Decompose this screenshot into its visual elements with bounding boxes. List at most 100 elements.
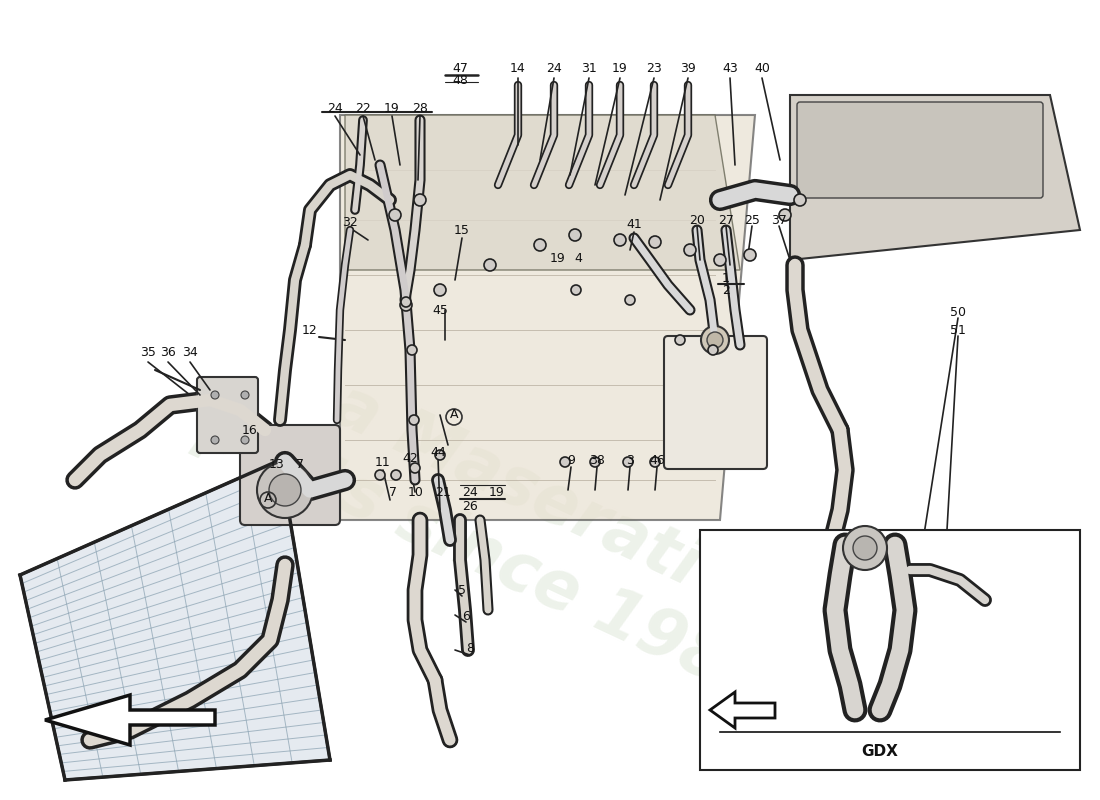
Polygon shape (345, 115, 740, 270)
Text: 26: 26 (462, 499, 477, 513)
Text: 32: 32 (342, 215, 358, 229)
Text: 25: 25 (744, 214, 760, 226)
Circle shape (675, 335, 685, 345)
Text: 37: 37 (771, 214, 786, 226)
Text: 10: 10 (408, 486, 424, 498)
Circle shape (650, 457, 660, 467)
Circle shape (852, 536, 877, 560)
Circle shape (843, 526, 887, 570)
Text: 16: 16 (242, 423, 257, 437)
Circle shape (701, 326, 729, 354)
Circle shape (779, 209, 791, 221)
Circle shape (241, 436, 249, 444)
Text: A: A (264, 491, 273, 505)
Polygon shape (340, 115, 755, 520)
Text: 34: 34 (183, 346, 198, 358)
Circle shape (389, 209, 402, 221)
Text: 22: 22 (355, 102, 371, 114)
Circle shape (434, 284, 446, 296)
FancyBboxPatch shape (664, 336, 767, 469)
Text: 13: 13 (270, 458, 285, 471)
Text: 8: 8 (466, 642, 474, 654)
Text: 9: 9 (568, 454, 575, 467)
Circle shape (402, 297, 411, 307)
Circle shape (707, 332, 723, 348)
Circle shape (484, 259, 496, 271)
Text: 51: 51 (950, 323, 966, 337)
Circle shape (569, 229, 581, 241)
Circle shape (211, 391, 219, 399)
Circle shape (434, 450, 446, 460)
Circle shape (409, 415, 419, 425)
Text: 20: 20 (689, 214, 705, 226)
Circle shape (257, 462, 314, 518)
Text: 24: 24 (327, 102, 343, 114)
Text: 44: 44 (430, 446, 446, 458)
Text: 15: 15 (454, 223, 470, 237)
Circle shape (625, 295, 635, 305)
Text: 19: 19 (612, 62, 628, 74)
Circle shape (684, 244, 696, 256)
Text: 48: 48 (452, 74, 468, 86)
Text: A: A (450, 409, 459, 422)
FancyBboxPatch shape (798, 102, 1043, 198)
Circle shape (744, 249, 756, 261)
Circle shape (414, 194, 426, 206)
Circle shape (534, 239, 546, 251)
Text: 12: 12 (302, 323, 318, 337)
Text: a Maserati
parts since 1985: a Maserati parts since 1985 (187, 324, 813, 716)
Circle shape (270, 474, 301, 506)
Text: 2: 2 (722, 285, 730, 298)
Text: 42: 42 (403, 451, 418, 465)
Text: 6: 6 (462, 610, 470, 622)
Circle shape (571, 285, 581, 295)
Text: 21: 21 (436, 486, 451, 498)
Polygon shape (790, 95, 1080, 260)
Circle shape (375, 470, 385, 480)
Text: 19: 19 (384, 102, 400, 114)
Text: 50: 50 (950, 306, 966, 318)
Text: 4: 4 (574, 251, 582, 265)
Circle shape (241, 391, 249, 399)
Circle shape (649, 236, 661, 248)
Text: 35: 35 (140, 346, 156, 358)
Text: 41: 41 (626, 218, 642, 231)
Text: 39: 39 (680, 62, 696, 74)
Polygon shape (45, 695, 214, 745)
FancyBboxPatch shape (240, 425, 340, 525)
Text: 27: 27 (718, 214, 734, 226)
Text: 19: 19 (550, 251, 565, 265)
Text: 46: 46 (649, 454, 664, 467)
Circle shape (400, 299, 412, 311)
Text: 47: 47 (452, 62, 468, 74)
Text: 28: 28 (412, 102, 428, 114)
Circle shape (623, 457, 632, 467)
Text: 7: 7 (296, 458, 304, 471)
Text: 23: 23 (646, 62, 662, 74)
Circle shape (560, 457, 570, 467)
Text: 31: 31 (581, 62, 597, 74)
Circle shape (410, 463, 420, 473)
Circle shape (390, 470, 402, 480)
Text: GDX: GDX (861, 745, 899, 759)
Polygon shape (20, 460, 330, 780)
Text: 14: 14 (510, 62, 526, 74)
Polygon shape (710, 692, 776, 728)
Circle shape (614, 234, 626, 246)
Text: 36: 36 (161, 346, 176, 358)
Circle shape (407, 345, 417, 355)
Text: 7: 7 (389, 486, 397, 498)
Text: 24: 24 (462, 486, 477, 498)
Text: 43: 43 (722, 62, 738, 74)
Text: 5: 5 (458, 583, 466, 597)
Text: 3: 3 (626, 454, 634, 467)
Circle shape (708, 345, 718, 355)
Text: 45: 45 (432, 303, 448, 317)
Text: 11: 11 (375, 457, 390, 470)
Text: 19: 19 (490, 486, 505, 498)
Text: 24: 24 (546, 62, 562, 74)
Text: 1: 1 (722, 271, 730, 285)
Bar (700, 530, 1080, 770)
Circle shape (794, 194, 806, 206)
FancyBboxPatch shape (197, 377, 258, 453)
